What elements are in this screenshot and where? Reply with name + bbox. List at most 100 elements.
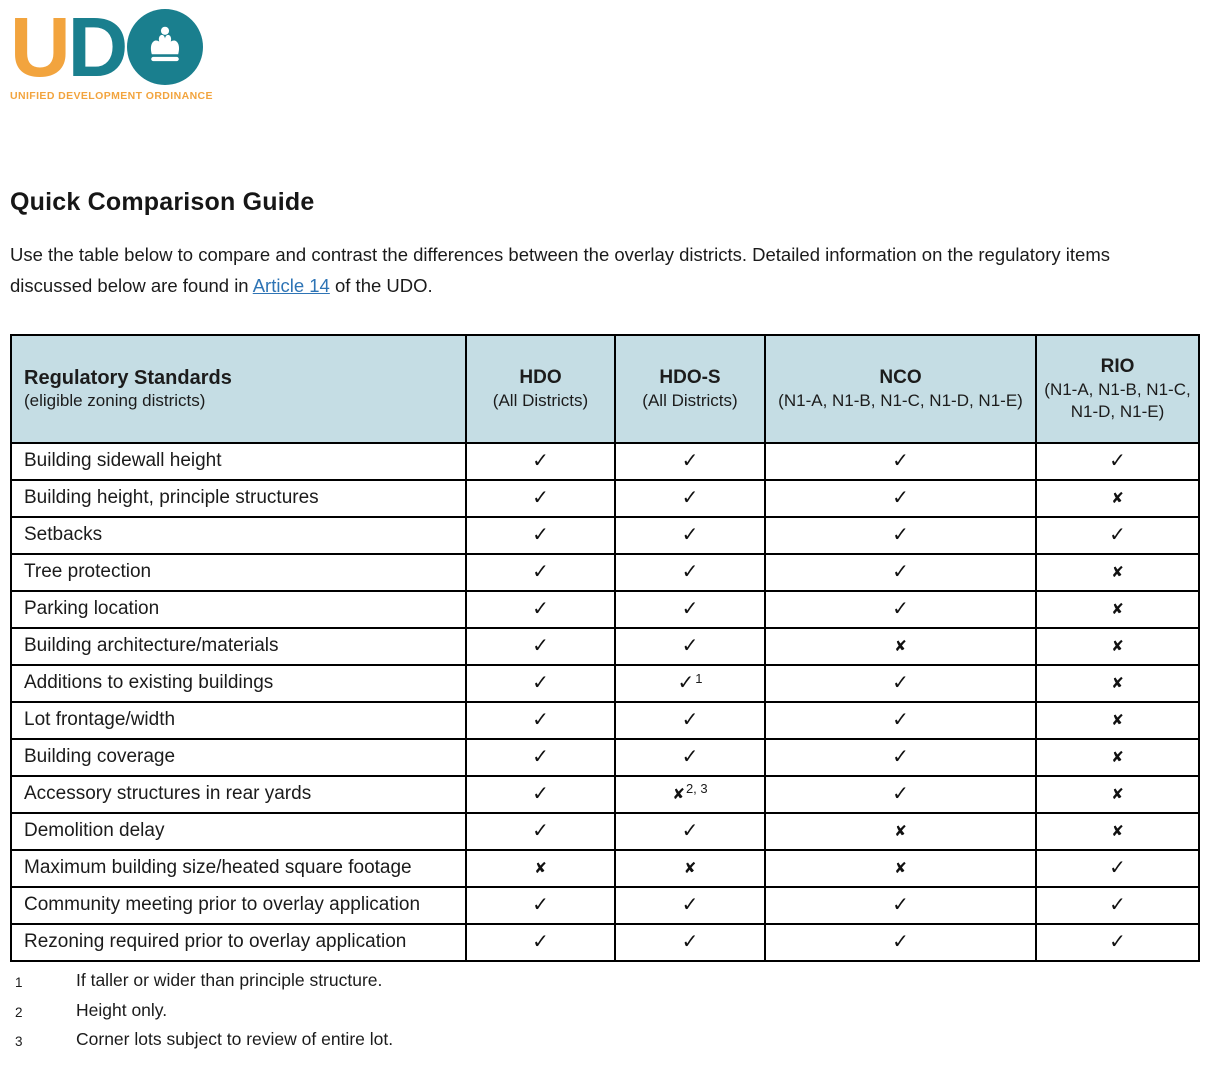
x-icon: ✘ [1111,822,1124,840]
mark-cell: ✓1 [614,664,766,703]
table-row: Building coverage ✓ ✓ ✓ ✘ [10,738,1200,777]
mark-cell: ✓ [465,479,616,518]
check-icon: ✓ [1109,855,1126,879]
table-row: Building sidewall height ✓ ✓ ✓ ✓ [10,442,1200,481]
row-label: Parking location [10,590,467,629]
page-title: Quick Comparison Guide [10,188,315,216]
mark-cell: ✓ [764,664,1037,703]
check-icon: ✓ [892,744,909,768]
check-icon: ✓ [892,448,909,472]
check-icon: ✓ [677,670,695,694]
mark-cell: ✓ [764,923,1037,962]
table-header: Regulatory Standards (eligible zoning di… [10,334,1200,444]
row-label: Lot frontage/width [10,701,467,740]
column-header-hdo: HDO (All Districts) [465,334,616,444]
row-label: Accessory structures in rear yards [10,775,467,814]
check-icon: ✓ [681,818,699,842]
footnote-text: Height only. [76,999,168,1020]
column-header-hdo-s: HDO-S (All Districts) [614,334,766,444]
check-icon: ✓ [532,818,549,842]
check-icon: ✓ [1109,929,1126,953]
mark-cell: ✘ [1035,479,1200,518]
footnote-text: Corner lots subject to review of entire … [76,1029,394,1049]
footnotes: 1 If taller or wider than principle struc… [10,967,1198,1056]
logo-letter-d: D [67,0,129,94]
mark-cell: ✓ [764,516,1037,555]
footnote-text: If taller or wider than principle struct… [76,970,383,990]
check-icon: ✓ [681,707,699,731]
mark-cell: ✓ [465,553,616,592]
mark-cell: ✓ [1035,886,1200,925]
mark-cell: ✓ [764,775,1037,814]
row-label: Demolition delay [10,812,467,851]
mark-cell: ✘ [1035,664,1200,703]
mark-cell: ✓ [465,627,616,666]
check-icon: ✓ [681,633,699,657]
mark-cell: ✓ [764,590,1037,629]
x-icon: ✘ [683,859,697,877]
check-icon: ✓ [532,633,549,657]
header-title: HDO-S [659,367,721,388]
mark-cell: ✓ [614,553,766,592]
table-row: Rezoning required prior to overlay appli… [10,923,1200,962]
check-icon: ✓ [532,781,549,805]
x-icon: ✘ [894,637,907,655]
logo-letters: U D [10,0,1198,94]
header-title: NCO [879,367,922,388]
intro-text-after: of the UDO. [329,275,433,296]
logo-letter-u: U [10,0,71,94]
footnote-reference: 2, 3 [685,781,708,796]
footnote-number: 3 [15,1034,23,1049]
mark-cell: ✓ [614,442,766,481]
footnote-line: 1 If taller or wider than principle struc… [10,967,1198,997]
article-14-link[interactable]: Article 14 [252,275,330,296]
table-row: Building architecture/materials ✓ ✓ ✘ ✘ [10,627,1200,666]
x-icon: ✘ [1111,600,1124,618]
footnote-reference: 1 [695,671,703,686]
x-icon: ✘ [1111,711,1124,729]
footnote-number: 1 [15,975,23,990]
mark-cell: ✓ [465,738,616,777]
check-icon: ✓ [532,559,549,583]
x-icon: ✘ [894,822,907,840]
mark-cell: ✘ [764,812,1037,851]
mark-cell: ✘ [614,849,766,888]
mark-cell: ✓ [465,812,616,851]
check-icon: ✓ [532,892,549,916]
check-icon: ✓ [681,485,699,509]
header-subtitle: (N1-A, N1-B, N1-C, N1-D, N1-E) [1044,380,1191,421]
check-icon: ✓ [892,522,909,546]
mark-cell: ✘ [1035,775,1200,814]
mark-cell: ✘ [1035,627,1200,666]
table-row: Tree protection ✓ ✓ ✓ ✘ [10,553,1200,592]
row-label: Additions to existing buildings [10,664,467,703]
mark-cell: ✓ [764,701,1037,740]
table-row: Building height, principle structures ✓ ✓ ✓… [10,479,1200,518]
check-icon: ✓ [892,781,909,805]
check-icon: ✓ [1109,448,1126,472]
mark-cell: ✘2, 3 [614,775,766,814]
footnote-number: 2 [15,1004,23,1020]
row-label: Maximum building size/heated square foot… [10,849,467,888]
check-icon: ✓ [892,559,909,583]
check-icon: ✓ [532,929,549,953]
table-body: Building sidewall height ✓ ✓ ✓ ✓ Building hei… [10,442,1200,962]
mark-cell: ✓ [614,479,766,518]
row-label: Setbacks [10,516,467,555]
check-icon: ✓ [532,596,549,620]
mark-cell: ✓ [764,442,1037,481]
mark-cell: ✘ [1035,701,1200,740]
table-row: Community meeting prior to overlay appli… [10,886,1200,925]
logo-tagline: UNIFIED DEVELOPMENT ORDINANCE [10,90,213,102]
x-icon: ✘ [534,859,547,877]
table-row: Accessory structures in rear yards ✓ ✘2, 3… [10,775,1200,814]
header-subtitle: (eligible zoning districts) [24,391,206,410]
check-icon: ✓ [892,892,909,916]
check-icon: ✓ [892,670,909,694]
mark-cell: ✓ [614,590,766,629]
mark-cell: ✓ [465,886,616,925]
mark-cell: ✓ [764,738,1037,777]
check-icon: ✓ [681,596,699,620]
footnote-line: 3 Corner lots subject to review of entire… [10,1026,1198,1056]
mark-cell: ✓ [465,664,616,703]
